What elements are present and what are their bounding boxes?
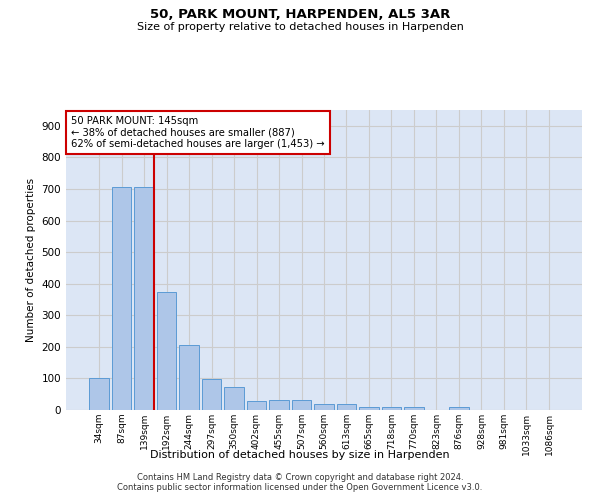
Bar bbox=[359, 407, 379, 410]
Bar bbox=[224, 388, 244, 410]
Bar bbox=[134, 187, 154, 410]
Text: Contains HM Land Registry data © Crown copyright and database right 2024.
Contai: Contains HM Land Registry data © Crown c… bbox=[118, 473, 482, 492]
Text: Size of property relative to detached houses in Harpenden: Size of property relative to detached ho… bbox=[137, 22, 463, 32]
Bar bbox=[449, 407, 469, 410]
Bar bbox=[269, 400, 289, 410]
Bar bbox=[292, 400, 311, 410]
Bar bbox=[179, 345, 199, 410]
Bar bbox=[89, 378, 109, 410]
Bar bbox=[382, 407, 401, 410]
Y-axis label: Number of detached properties: Number of detached properties bbox=[26, 178, 36, 342]
Bar bbox=[112, 187, 131, 410]
Bar bbox=[247, 400, 266, 410]
Text: 50, PARK MOUNT, HARPENDEN, AL5 3AR: 50, PARK MOUNT, HARPENDEN, AL5 3AR bbox=[150, 8, 450, 20]
Bar bbox=[404, 407, 424, 410]
Text: Distribution of detached houses by size in Harpenden: Distribution of detached houses by size … bbox=[150, 450, 450, 460]
Text: 50 PARK MOUNT: 145sqm
← 38% of detached houses are smaller (887)
62% of semi-det: 50 PARK MOUNT: 145sqm ← 38% of detached … bbox=[71, 116, 325, 149]
Bar bbox=[314, 404, 334, 410]
Bar bbox=[337, 404, 356, 410]
Bar bbox=[202, 380, 221, 410]
Bar bbox=[157, 292, 176, 410]
